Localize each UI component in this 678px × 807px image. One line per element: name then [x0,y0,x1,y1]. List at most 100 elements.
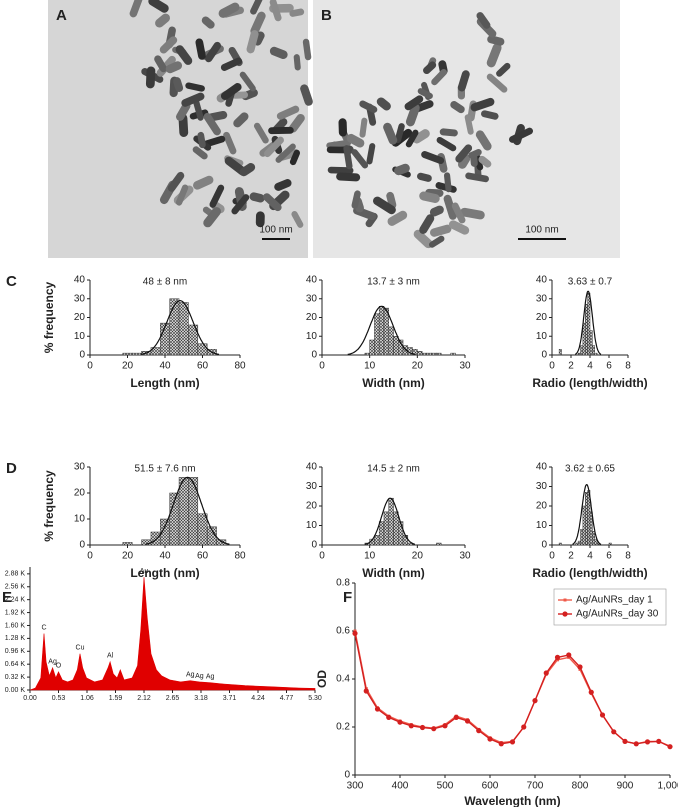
peak-label: O [56,663,62,670]
x-tick-label: 4.24 [251,695,265,702]
x-tick-label: 6 [606,551,612,562]
x-tick-label: 2 [568,551,574,562]
peak-label: Ag [186,672,195,679]
y-axis-title: OD [315,670,329,688]
nanorod [145,66,156,89]
nanorod [239,71,256,92]
histogram-bar [582,322,586,356]
x-tick-label: 300 [347,781,364,792]
peak-label: Al [107,653,114,660]
nanorod [231,194,250,215]
nanorod [276,105,300,120]
tem-image-b [313,0,620,258]
nanorod [359,100,378,113]
histogram-bar [150,531,161,546]
nanorod [274,179,292,191]
nanorod [155,13,171,28]
nanorod [423,61,437,75]
y-tick-label: 0 [541,540,547,551]
y-tick-label: 20 [74,312,86,323]
nanorod [289,8,305,17]
histogram-bar [388,326,394,356]
x-axis-title: Length (nm) [130,376,199,390]
x-tick-label: 6 [606,361,612,372]
y-tick-label: 30 [74,293,86,304]
histogram-bar [582,505,586,546]
y-tick-label: 1.28 K [5,635,26,642]
nanorod [387,210,408,226]
y-tick-label: 0 [311,540,317,551]
marker [656,738,662,745]
x-tick-label: 4 [587,361,593,372]
nanorod [300,84,313,106]
y-axis-title: % frequency [42,470,56,542]
x-tick-label: 5.30 [308,695,322,702]
x-tick-label: 40 [159,361,171,372]
nanorod [204,41,221,63]
nanorod [231,91,249,99]
nanorod [394,123,405,144]
histogram-bar [417,351,423,356]
x-axis-title: Length (nm) [130,566,199,580]
y-tick-label: 0 [541,350,547,361]
spectrum-area [29,577,316,691]
histogram-bar [197,343,208,356]
nanorod [220,83,242,100]
nanorod [250,11,266,36]
nanorod [291,210,304,228]
y-axis-title: % frequency [42,281,56,353]
x-tick-label: 0.00 [23,695,37,702]
marker [599,712,606,718]
x-axis-title: Width (nm) [362,566,425,580]
marker [532,698,538,704]
nanorod [509,127,534,143]
y-tick-label: 20 [306,501,318,512]
y-tick-label: 0 [344,770,350,781]
x-tick-label: 1.06 [80,695,94,702]
histogram-bar [178,302,189,356]
y-tick-label: 10 [306,331,318,342]
nanorod [455,144,473,163]
x-tick-label: 0 [549,361,555,372]
histogram-bar [426,352,432,356]
nanorod [383,122,398,145]
marker [419,724,426,731]
y-tick-label: 40 [536,275,548,286]
marker [521,724,527,730]
marker [644,739,651,745]
histogram-bar [398,521,404,546]
y-tick-label: 40 [306,462,318,473]
nanorod [176,101,191,121]
histogram-bar [592,531,595,546]
nanorod [443,172,452,193]
y-tick-label: 0 [311,350,317,361]
nanorod [173,77,184,92]
histogram-bar [402,535,409,546]
nanorod [175,45,193,65]
marker [408,723,414,729]
x-tick-label: 8 [625,361,631,372]
nanorod [269,46,288,60]
nanorod [220,57,243,71]
histogram-bar [122,352,133,356]
histogram-bar [393,511,399,546]
x-tick-label: 3.18 [194,695,208,702]
nanorod [417,172,432,182]
x-tick-label: 20 [122,361,134,372]
histogram-bar [594,352,598,356]
x-tick-label: 20 [412,361,424,372]
nanorod [351,190,361,209]
histogram-bar [436,352,442,356]
x-tick-label: 0 [319,551,325,562]
fit-curve [574,290,602,355]
scale-bar-label: 100 nm [525,225,558,236]
nanorod [394,163,410,176]
marker [374,706,381,712]
nanorod [293,54,301,71]
histogram-bar [131,352,142,356]
histogram-bar [216,539,227,546]
nanorod [373,196,396,215]
series-line [354,630,671,747]
nanorod [255,211,265,228]
